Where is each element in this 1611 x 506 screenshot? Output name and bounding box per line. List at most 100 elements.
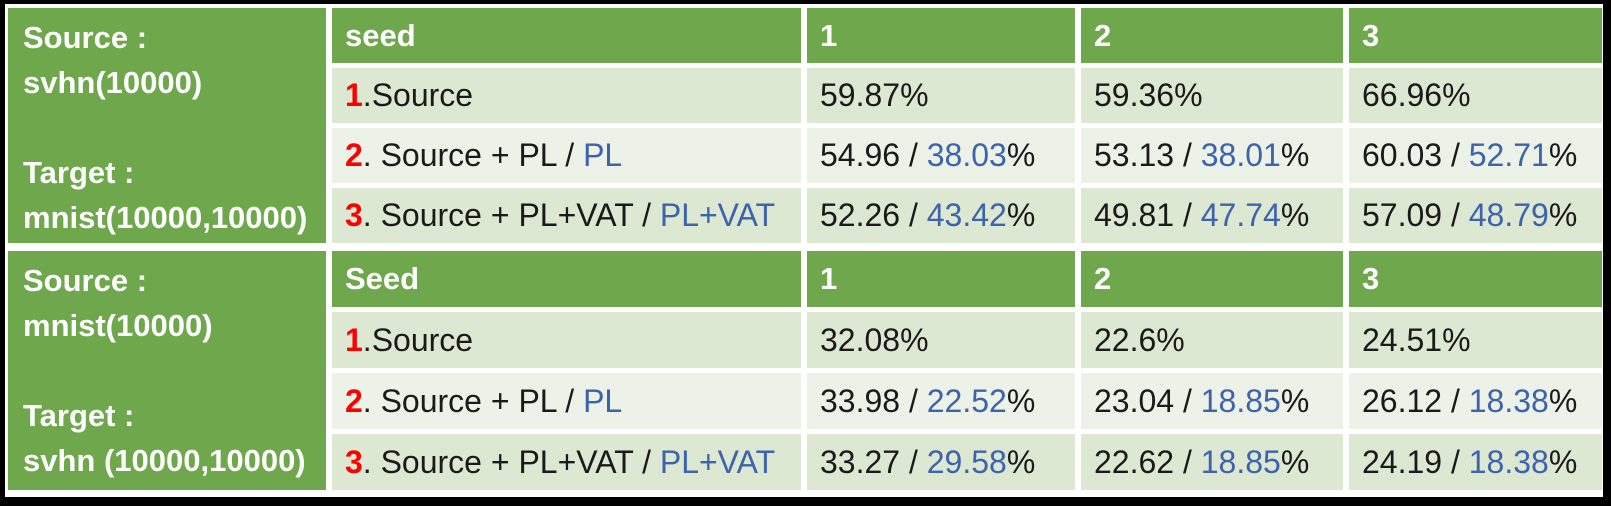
text-segment-black: % (1548, 382, 1578, 419)
value-cell-seed1: 54.96 / 38.03% (807, 128, 1075, 183)
text-segment-black: % (1280, 197, 1310, 233)
text-segment-blue: 18.38 (1468, 382, 1549, 419)
value-cell-seed3: 26.12 / 18.38% (1349, 373, 1602, 429)
corner-line: Target : (23, 398, 135, 433)
table-svhn-to-mnist: Source : svhn(10000) Target : mnist(10000,… (8, 8, 1603, 243)
text-segment-black: % (1006, 137, 1036, 173)
text-segment-blue: PL (583, 382, 623, 419)
row-label: 1 .Source (332, 312, 801, 368)
text-segment-black: 53.13 / (1094, 137, 1201, 173)
text-segment-black: 49.81 / (1094, 197, 1201, 233)
value-cell-seed3: 24.51% (1349, 312, 1602, 368)
text-segment-black: 57.09 / (1362, 197, 1469, 233)
seed-col-header-3: 3 (1349, 8, 1602, 63)
text-segment-black: 52.26 / (820, 197, 927, 233)
text-segment-black: 59.36% (1094, 77, 1203, 113)
text-segment-black: 24.19 / (1362, 443, 1469, 480)
text-segment-black: 26.12 / (1362, 382, 1469, 419)
text-segment-black: % (1280, 443, 1310, 480)
seed-col-header-2: 2 (1081, 251, 1343, 307)
corner-line-blank (23, 105, 326, 150)
value-cell-seed1: 33.98 / 22.52% (807, 373, 1075, 429)
text-segment-black: 24.51% (1362, 321, 1471, 358)
text-segment-black: 59.87% (820, 77, 929, 113)
text-segment-blue: PL+VAT (659, 197, 776, 233)
corner-line: Source : (23, 20, 148, 55)
value-cell-seed2: 59.36% (1081, 68, 1343, 123)
text-segment-blue: 18.38 (1468, 443, 1549, 480)
row-label: 1 .Source (332, 68, 801, 123)
text-segment-black: % (1548, 197, 1578, 233)
text-segment-black: % (1280, 382, 1310, 419)
text-segment-black: % (1006, 197, 1036, 233)
corner-line-blank (23, 348, 326, 393)
seed-col-header-1: 1 (807, 8, 1075, 63)
value-cell-seed2: 22.6% (1081, 312, 1343, 368)
value-cell-seed2: 53.13 / 38.01% (1081, 128, 1343, 183)
corner-line: svhn(10000) (23, 65, 203, 100)
seed-header: seed (332, 8, 801, 63)
text-segment-red: 2 (345, 382, 363, 419)
text-segment-black: 33.98 / (820, 382, 927, 419)
value-cell-seed2: 22.62 / 18.85% (1081, 434, 1343, 490)
seed-col-header-1: 1 (807, 251, 1075, 307)
corner-cell-mnist-to-svhn: Source : mnist(10000) Target : svhn (10000… (8, 251, 326, 490)
text-segment-black: 60.03 / (1362, 137, 1469, 173)
text-segment-blue: 18.85 (1200, 443, 1281, 480)
results-sheet: Source : svhn(10000) Target : mnist(10000,… (5, 4, 1603, 497)
corner-line: svhn (10000,10000) (23, 443, 306, 478)
text-segment-blue: 18.85 (1200, 382, 1281, 419)
text-segment-black: 33.27 / (820, 443, 927, 480)
seed-header: Seed (332, 251, 801, 307)
text-segment-black: 32.08% (820, 321, 929, 358)
text-segment-blue: 29.58 (926, 443, 1007, 480)
text-segment-red: 2 (345, 137, 363, 173)
text-segment-black: . Source + PL / (362, 382, 584, 419)
value-cell-seed1: 52.26 / 43.42% (807, 188, 1075, 243)
text-segment-blue: PL (583, 137, 623, 173)
value-cell-seed3: 57.09 / 48.79% (1349, 188, 1602, 243)
value-cell-seed3: 66.96% (1349, 68, 1602, 123)
text-segment-black: . Source + PL / (362, 137, 584, 173)
table-mnist-to-svhn: Source : mnist(10000) Target : svhn (10000… (8, 251, 1603, 490)
text-segment-blue: 38.01 (1200, 137, 1281, 173)
text-segment-black: 66.96% (1362, 77, 1471, 113)
text-segment-blue: 43.42 (926, 197, 1007, 233)
text-segment-red: 3 (345, 197, 363, 233)
text-segment-black: 22.6% (1094, 321, 1185, 358)
value-cell-seed1: 32.08% (807, 312, 1075, 368)
text-segment-black: 54.96 / (820, 137, 927, 173)
text-segment-red: 1 (345, 77, 363, 113)
text-segment-black: % (1548, 443, 1578, 480)
seed-col-header-3: 3 (1349, 251, 1602, 307)
text-segment-blue: PL+VAT (659, 443, 776, 480)
value-cell-seed3: 24.19 / 18.38% (1349, 434, 1602, 490)
row-label: 2. Source + PL / PL (332, 373, 801, 429)
row-label: 2. Source + PL / PL (332, 128, 801, 183)
corner-line: Source : (23, 263, 148, 298)
row-label: 3. Source + PL+VAT / PL+VAT (332, 188, 801, 243)
text-segment-blue: 38.03 (926, 137, 1007, 173)
seed-col-header-2: 2 (1081, 8, 1343, 63)
value-cell-seed1: 59.87% (807, 68, 1075, 123)
text-segment-red: 1 (345, 321, 363, 358)
text-segment-red: 3 (345, 443, 363, 480)
value-cell-seed2: 49.81 / 47.74% (1081, 188, 1343, 243)
text-segment-blue: 47.74 (1200, 197, 1281, 233)
value-cell-seed1: 33.27 / 29.58% (807, 434, 1075, 490)
text-segment-black: % (1548, 137, 1578, 173)
text-segment-blue: 48.79 (1468, 197, 1549, 233)
text-segment-black: % (1006, 443, 1036, 480)
text-segment-black: .Source (362, 321, 474, 358)
text-segment-black: . Source + PL+VAT / (362, 443, 660, 480)
corner-line: mnist(10000) (23, 308, 213, 343)
value-cell-seed3: 60.03 / 52.71% (1349, 128, 1602, 183)
text-segment-blue: 52.71 (1468, 137, 1549, 173)
value-cell-seed2: 23.04 / 18.85% (1081, 373, 1343, 429)
text-segment-blue: 22.52 (926, 382, 1007, 419)
text-segment-black: .Source (362, 77, 474, 113)
corner-line: Target : (23, 155, 135, 190)
corner-line: mnist(10000,10000) (23, 200, 308, 235)
text-segment-black: 22.62 / (1094, 443, 1201, 480)
